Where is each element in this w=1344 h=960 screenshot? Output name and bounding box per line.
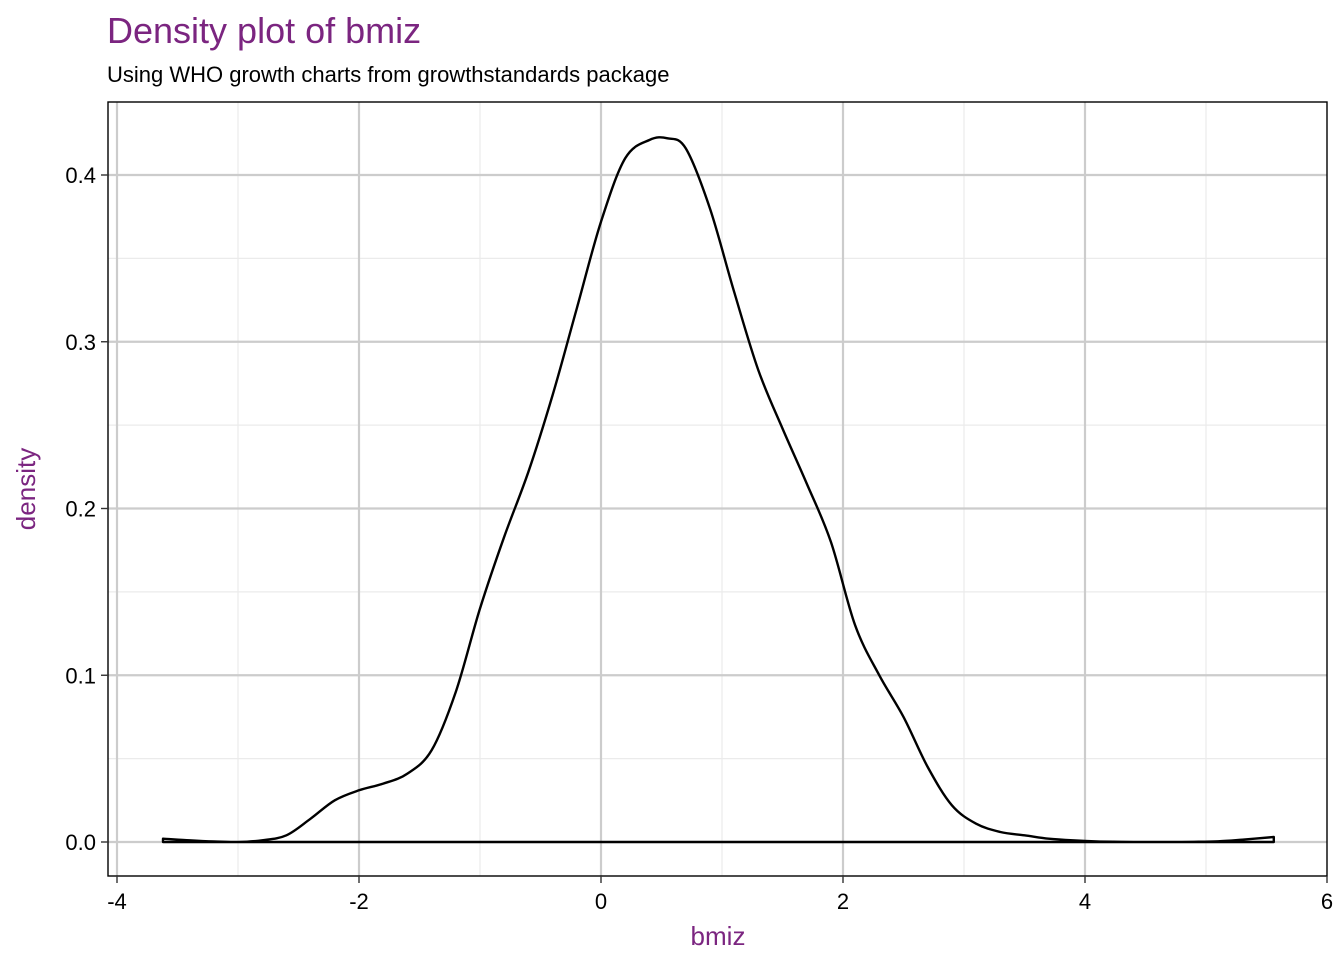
x-tick-label: 2 [837,889,849,914]
x-tick-label: 0 [595,889,607,914]
x-tick-label: -4 [107,889,127,914]
y-axis: 0.0 0.1 0.2 0.3 0.4 [65,163,108,855]
y-axis-title: density [11,448,41,530]
y-tick-label: 0.1 [65,663,96,688]
y-tick-label: 0.4 [65,163,96,188]
minor-gridlines [108,102,1327,876]
chart-subtitle: Using WHO growth charts from growthstand… [107,62,670,87]
chart-title: Density plot of bmiz [107,10,422,51]
x-tick-label: 4 [1079,889,1091,914]
plot-panel-border [107,101,1328,877]
x-tick-label: -2 [349,889,369,914]
x-axis: -4 -2 0 2 4 6 [107,876,1333,914]
x-tick-label: 6 [1321,889,1333,914]
density-curve [161,136,1275,844]
x-axis-title: bmiz [691,921,746,951]
major-gridlines [108,102,1327,876]
y-tick-label: 0.2 [65,497,96,522]
y-tick-label: 0.3 [65,330,96,355]
y-tick-label: 0.0 [65,830,96,855]
